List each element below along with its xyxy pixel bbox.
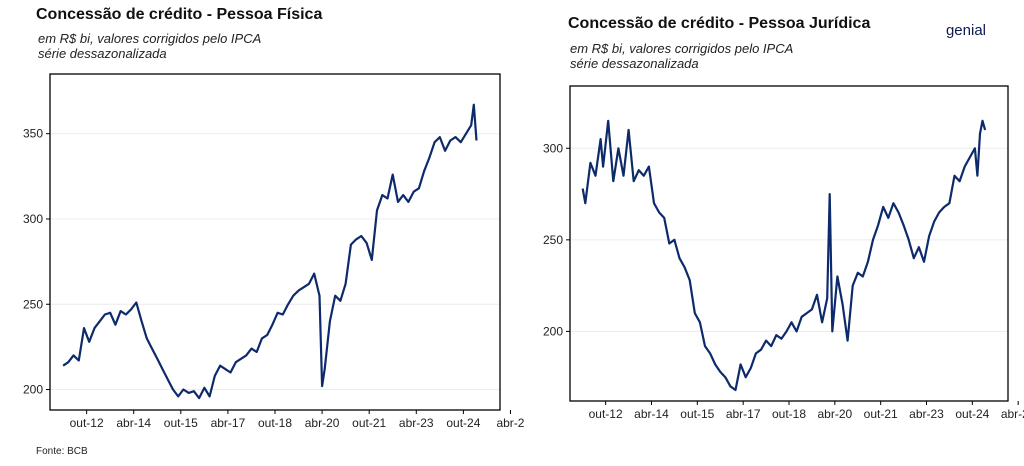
right-chart-title: Concessão de crédito - Pessoa Jurídica xyxy=(568,15,871,32)
left-x-tick-label-2: out-15 xyxy=(164,416,198,430)
left-x-tick-label-5: abr-20 xyxy=(305,416,340,430)
left-x-tick-label-3: abr-17 xyxy=(211,416,246,430)
left-chart-subtitle-line2: série dessazonalizada xyxy=(38,46,167,61)
left-series-line-0 xyxy=(62,103,478,400)
left-chart-title: Concessão de crédito - Pessoa Física xyxy=(36,6,323,23)
left-x-tick-label-4: out-18 xyxy=(258,416,292,430)
left-y-tick-label-1: 250 xyxy=(23,297,43,311)
logo-text: genial xyxy=(945,22,986,39)
left-x-tick-label-7: abr-23 xyxy=(399,416,434,430)
left-x-tick-label-1: abr-14 xyxy=(116,416,151,430)
left-x-tick-label-8: out-24 xyxy=(446,416,480,430)
left-x-tick-label-0: out-12 xyxy=(70,416,104,430)
genial-logo: genial xyxy=(946,22,986,39)
left-y-tick-label-3: 350 xyxy=(23,127,43,141)
right-chart-subtitle-line2: série dessazonalizada xyxy=(570,56,699,71)
left-y-tick-label-0: 200 xyxy=(23,383,43,397)
source-note: Fonte: BCB xyxy=(36,446,88,457)
left-x-tick-label-6: out-21 xyxy=(352,416,386,430)
left-y-tick-label-2: 300 xyxy=(23,212,43,226)
left-x-tick-label-9: abr-2 xyxy=(496,416,524,430)
left-plot-frame xyxy=(49,73,501,411)
left-chart-subtitle-line1: em R$ bi, valores corrigidos pelo IPCA xyxy=(38,31,262,46)
right-chart-subtitle-line1: em R$ bi, valores corrigidos pelo IPCA xyxy=(570,41,794,56)
